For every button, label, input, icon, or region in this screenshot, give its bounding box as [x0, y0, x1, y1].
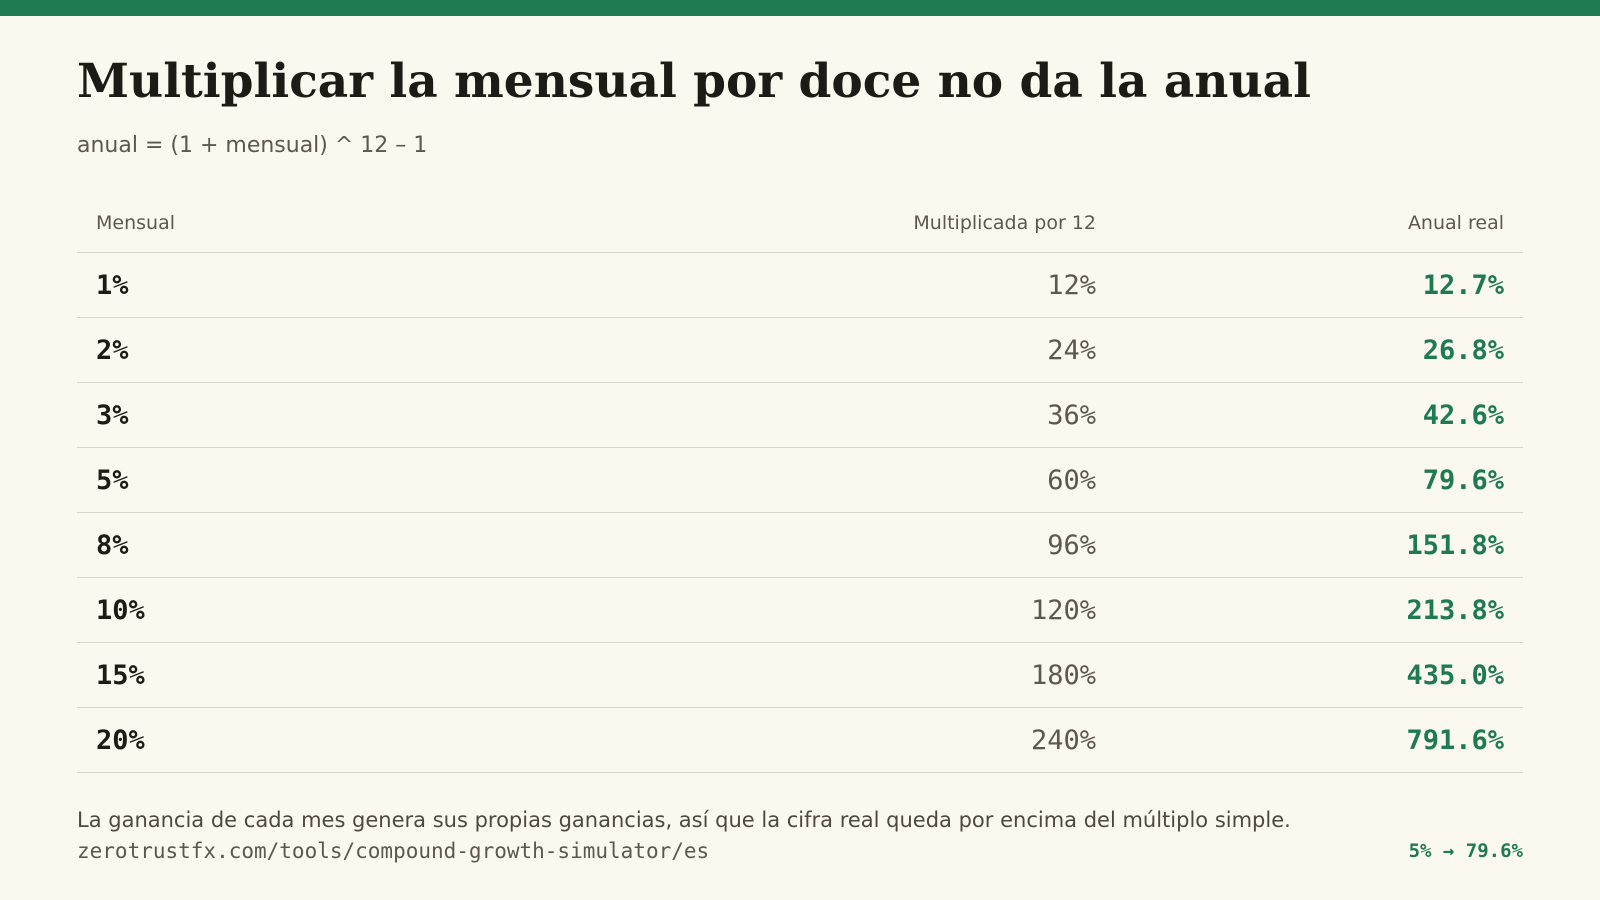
real-annual-cell: 435.0%	[1406, 660, 1504, 691]
table-row: 3% 36% 42.6%	[77, 383, 1523, 448]
monthly-rate-cell: 1%	[96, 270, 129, 301]
column-header-anual-real: Anual real	[1407, 212, 1504, 234]
table-row: 10% 120% 213.8%	[77, 578, 1523, 643]
simple-multiple-cell: 180%	[1030, 660, 1096, 691]
real-annual-cell: 12.7%	[1422, 270, 1504, 301]
table-header: Mensual Multiplicada por 12 Anual real	[77, 200, 1523, 253]
real-annual-cell: 79.6%	[1422, 465, 1504, 496]
monthly-rate-cell: 20%	[96, 725, 145, 756]
table-row: 2% 24% 26.8%	[77, 318, 1523, 383]
real-annual-cell: 42.6%	[1422, 400, 1504, 431]
real-annual-cell: 213.8%	[1406, 595, 1504, 626]
simple-multiple-cell: 96%	[1047, 530, 1096, 561]
monthly-rate-cell: 8%	[96, 530, 129, 561]
source-url: zerotrustfx.com/tools/compound-growth-si…	[77, 839, 710, 863]
monthly-rate-cell: 3%	[96, 400, 129, 431]
formula-subtitle: anual = (1 + mensual) ^ 12 – 1	[77, 133, 428, 158]
simple-multiple-cell: 24%	[1047, 335, 1096, 366]
real-annual-cell: 26.8%	[1422, 335, 1504, 366]
comparison-table: Mensual Multiplicada por 12 Anual real 1…	[77, 200, 1523, 773]
monthly-rate-cell: 5%	[96, 465, 129, 496]
monthly-rate-cell: 2%	[96, 335, 129, 366]
table-row: 1% 12% 12.7%	[77, 253, 1523, 318]
top-accent-bar	[0, 0, 1600, 16]
monthly-rate-cell: 10%	[96, 595, 145, 626]
page-title: Multiplicar la mensual por doce no da la…	[77, 54, 1311, 109]
example-badge: 5% → 79.6%	[1408, 840, 1523, 862]
explanation-note: La ganancia de cada mes genera sus propi…	[77, 808, 1291, 832]
column-header-mensual: Mensual	[96, 212, 175, 234]
column-header-multiplicada: Multiplicada por 12	[913, 212, 1096, 234]
real-annual-cell: 791.6%	[1406, 725, 1504, 756]
table-row: 5% 60% 79.6%	[77, 448, 1523, 513]
simple-multiple-cell: 12%	[1047, 270, 1096, 301]
simple-multiple-cell: 36%	[1047, 400, 1096, 431]
table-row: 8% 96% 151.8%	[77, 513, 1523, 578]
monthly-rate-cell: 15%	[96, 660, 145, 691]
simple-multiple-cell: 240%	[1030, 725, 1096, 756]
simple-multiple-cell: 120%	[1030, 595, 1096, 626]
simple-multiple-cell: 60%	[1047, 465, 1096, 496]
table-row: 15% 180% 435.0%	[77, 643, 1523, 708]
real-annual-cell: 151.8%	[1406, 530, 1504, 561]
table-row: 20% 240% 791.6%	[77, 708, 1523, 773]
